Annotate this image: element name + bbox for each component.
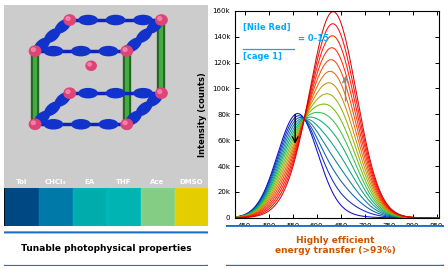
Circle shape	[123, 121, 127, 125]
Text: Tol: Tol	[16, 179, 27, 185]
Circle shape	[66, 90, 70, 93]
Ellipse shape	[56, 93, 70, 106]
Circle shape	[156, 15, 167, 25]
Ellipse shape	[137, 29, 151, 42]
Circle shape	[31, 48, 35, 51]
Ellipse shape	[99, 47, 118, 56]
Circle shape	[86, 61, 96, 70]
Ellipse shape	[126, 111, 141, 125]
Circle shape	[88, 63, 91, 66]
Text: = 0-15: = 0-15	[298, 34, 329, 43]
Ellipse shape	[56, 20, 70, 33]
FancyBboxPatch shape	[0, 232, 212, 266]
Text: [Nile Red]: [Nile Red]	[243, 23, 291, 32]
Ellipse shape	[137, 102, 151, 115]
Ellipse shape	[107, 89, 125, 98]
Circle shape	[66, 17, 70, 20]
Circle shape	[156, 88, 167, 98]
Circle shape	[121, 119, 133, 129]
Ellipse shape	[72, 120, 90, 129]
Ellipse shape	[147, 20, 162, 33]
Text: DMSO: DMSO	[180, 179, 203, 185]
Circle shape	[64, 15, 75, 25]
Ellipse shape	[107, 15, 125, 24]
Bar	[73, 188, 106, 226]
Ellipse shape	[45, 102, 60, 115]
Ellipse shape	[147, 93, 162, 106]
Circle shape	[121, 46, 133, 56]
Circle shape	[30, 119, 41, 129]
Circle shape	[158, 17, 162, 20]
FancyBboxPatch shape	[220, 226, 448, 266]
Ellipse shape	[34, 38, 49, 52]
Ellipse shape	[134, 89, 152, 98]
Text: CHCl₃: CHCl₃	[45, 179, 66, 185]
Y-axis label: Intensity (counts): Intensity (counts)	[198, 72, 207, 157]
Text: Tunable photophysical properties: Tunable photophysical properties	[21, 244, 192, 253]
Ellipse shape	[79, 89, 97, 98]
Circle shape	[123, 48, 127, 51]
Bar	[39, 188, 72, 226]
Circle shape	[64, 88, 75, 98]
Text: THF: THF	[116, 179, 131, 185]
Ellipse shape	[34, 111, 49, 125]
Bar	[175, 188, 207, 226]
Text: [cage 1]: [cage 1]	[243, 52, 282, 61]
Ellipse shape	[44, 47, 63, 56]
Ellipse shape	[72, 47, 90, 56]
Text: Ace: Ace	[150, 179, 164, 185]
Text: EA: EA	[84, 179, 95, 185]
Circle shape	[30, 46, 41, 56]
Circle shape	[31, 121, 35, 125]
Ellipse shape	[99, 120, 118, 129]
Ellipse shape	[44, 120, 63, 129]
X-axis label: Wavelength (nm): Wavelength (nm)	[293, 234, 381, 243]
Ellipse shape	[45, 29, 60, 42]
Ellipse shape	[126, 38, 141, 52]
Bar	[141, 188, 174, 226]
Ellipse shape	[134, 15, 152, 24]
Circle shape	[158, 90, 162, 93]
Text: Highly efficient
energy transfer (>93%): Highly efficient energy transfer (>93%)	[275, 236, 395, 255]
Bar	[107, 188, 140, 226]
Bar	[5, 188, 38, 226]
Ellipse shape	[79, 15, 97, 24]
